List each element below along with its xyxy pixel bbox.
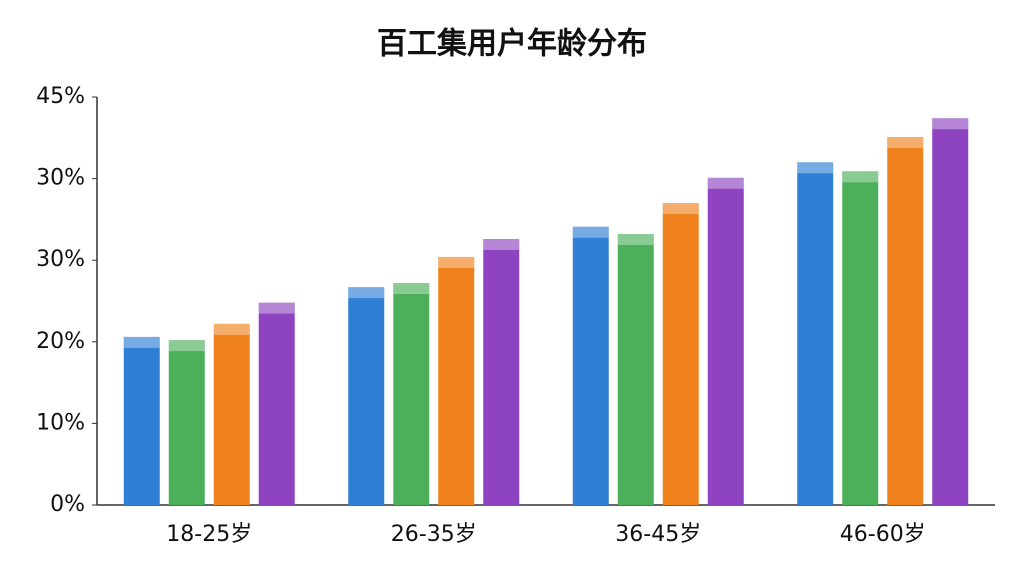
bar-cap [393, 283, 430, 295]
bar-cap [123, 336, 160, 348]
x-tick-label: 46-60岁 [840, 522, 926, 547]
chart-title: 百工集用户年龄分布 [377, 27, 647, 62]
y-tick-label: 30% [36, 247, 85, 272]
y-tick-label: 0% [50, 492, 85, 517]
bar [617, 234, 654, 505]
y-tick-label: 45% [36, 84, 85, 109]
bar-cap [887, 136, 924, 148]
bar-cap [213, 323, 250, 335]
bar [707, 177, 744, 505]
y-tick-label: 30% [36, 166, 85, 191]
bar-cap [617, 234, 654, 246]
bar [887, 136, 924, 505]
bar [662, 203, 699, 505]
bar-cap [438, 256, 475, 268]
bar-cap [258, 302, 295, 314]
bar [438, 256, 475, 505]
bar-cap [168, 340, 205, 352]
bar-cap [932, 118, 969, 130]
bar [932, 118, 969, 505]
bar-cap [842, 171, 879, 183]
bar [483, 238, 520, 505]
x-tick-label: 18-25岁 [166, 522, 252, 547]
y-tick-label: 20% [36, 329, 85, 354]
bar [213, 323, 250, 505]
bar [842, 171, 879, 506]
bar [348, 287, 385, 505]
x-tick-label: 26-35岁 [391, 522, 477, 547]
x-tick-label: 36-45岁 [615, 522, 701, 547]
bar-cap [662, 203, 699, 215]
y-tick-label: 10% [36, 410, 85, 435]
bar-cap [572, 226, 609, 238]
bar-cap [797, 162, 834, 174]
bar-cap [707, 177, 744, 189]
bar [797, 162, 834, 505]
bar [393, 283, 430, 505]
bar [123, 336, 160, 505]
bar-cap [348, 287, 385, 299]
bar [168, 340, 205, 505]
bar-cap [483, 238, 520, 250]
bar [258, 302, 295, 505]
bar [572, 226, 609, 505]
